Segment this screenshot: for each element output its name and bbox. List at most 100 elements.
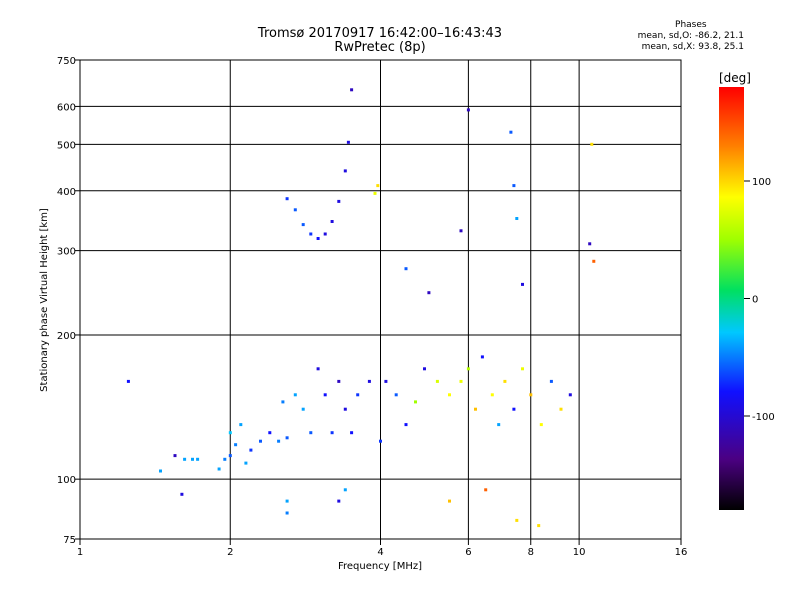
data-point: [592, 259, 596, 263]
data-point: [293, 393, 297, 397]
data-point: [404, 423, 408, 427]
data-point: [537, 524, 541, 528]
colorbar-tick-label: -100: [752, 412, 775, 423]
y-tick-label: 100: [57, 475, 76, 486]
data-point: [285, 197, 289, 201]
data-point: [281, 400, 285, 404]
axis-ticks: 1 2 4 6 8 10 16 750 600 500 400 300 200 100 75: [57, 56, 687, 558]
y-tick-label: 75: [63, 535, 76, 546]
chart-title: Tromsø 20170917 16:42:00–16:43:43: [257, 26, 503, 41]
data-point: [337, 499, 341, 503]
data-point: [568, 393, 572, 397]
y-tick-label: 600: [57, 102, 76, 113]
data-point: [293, 208, 297, 212]
data-point: [521, 367, 524, 371]
data-point: [217, 467, 221, 471]
data-point: [239, 423, 243, 427]
data-point: [423, 367, 426, 371]
data-point: [459, 229, 463, 233]
x-tick-label: 6: [465, 547, 471, 558]
data-point: [316, 237, 320, 240]
data-point: [512, 184, 516, 188]
data-point: [480, 355, 484, 359]
y-tick-label: 200: [57, 331, 76, 342]
data-point: [367, 379, 371, 383]
data-point: [259, 439, 262, 443]
data-point: [346, 140, 350, 144]
data-point: [559, 407, 563, 411]
data-point: [183, 457, 187, 461]
data-point: [285, 499, 289, 503]
data-point: [277, 439, 281, 443]
data-point: [512, 407, 516, 411]
data-point: [126, 379, 130, 383]
data-point: [234, 443, 238, 447]
data-point: [223, 457, 227, 461]
x-axis-label: Frequency [MHz]: [338, 561, 422, 572]
x-tick-label: 4: [377, 547, 383, 558]
data-point: [301, 407, 305, 411]
colorbar-tick-label: 0: [752, 295, 758, 306]
data-point: [490, 393, 494, 397]
data-point: [316, 367, 320, 371]
data-point: [191, 457, 194, 461]
data-point: [323, 393, 327, 397]
data-point: [384, 379, 388, 383]
colorbar-tick-label: 100: [752, 177, 771, 188]
data-point: [244, 461, 248, 465]
data-point: [515, 518, 519, 522]
data-points: [126, 88, 596, 528]
data-point: [590, 142, 594, 146]
data-point: [404, 267, 408, 271]
data-point: [309, 431, 313, 435]
data-point: [484, 488, 488, 492]
x-tick-label: 16: [675, 547, 688, 558]
y-tick-label: 500: [57, 140, 76, 151]
data-point: [549, 379, 553, 383]
data-point: [356, 393, 360, 397]
data-point: [529, 393, 533, 397]
data-point: [497, 423, 501, 427]
phase-stats: Phases mean, sd,O: -86.2, 21.1 mean, sd,…: [638, 20, 744, 53]
data-point: [268, 431, 272, 435]
y-axis-label: Stationary phase Virtual Height [km]: [39, 208, 50, 392]
data-point: [376, 184, 380, 188]
data-point: [379, 439, 382, 443]
data-point: [337, 199, 341, 203]
data-point: [180, 492, 184, 496]
data-point: [427, 291, 431, 295]
data-point: [466, 108, 470, 112]
y-tick-label: 750: [57, 56, 76, 67]
data-point: [249, 448, 253, 452]
data-point: [350, 88, 354, 92]
data-point: [414, 400, 417, 404]
data-point: [301, 223, 305, 227]
data-point: [466, 367, 470, 371]
colorbar-ticks: 100 0 -100: [744, 177, 775, 423]
data-point: [448, 499, 451, 503]
data-point: [330, 220, 334, 223]
data-point: [343, 169, 347, 173]
chart-subtitle: RwPretec (8p): [334, 40, 426, 55]
y-tick-label: 400: [57, 187, 76, 198]
data-point: [588, 242, 592, 246]
data-point: [394, 393, 398, 397]
data-point: [343, 488, 347, 492]
phase-stats-x: mean, sd,X: 93.8, 25.1: [641, 42, 744, 52]
data-point: [330, 431, 334, 435]
data-point: [309, 232, 313, 236]
data-point: [459, 379, 463, 383]
data-point: [196, 457, 200, 461]
x-tick-label: 8: [528, 547, 534, 558]
colorbar-unit-label: [deg]: [719, 71, 751, 85]
grid-lines: [80, 60, 681, 539]
phase-stats-heading: Phases: [675, 20, 707, 30]
data-point: [435, 379, 439, 383]
y-tick-label: 300: [57, 247, 76, 258]
data-point: [343, 407, 347, 411]
data-point: [285, 436, 289, 440]
data-point: [337, 379, 341, 383]
x-tick-label: 1: [77, 547, 83, 558]
data-point: [350, 431, 354, 435]
